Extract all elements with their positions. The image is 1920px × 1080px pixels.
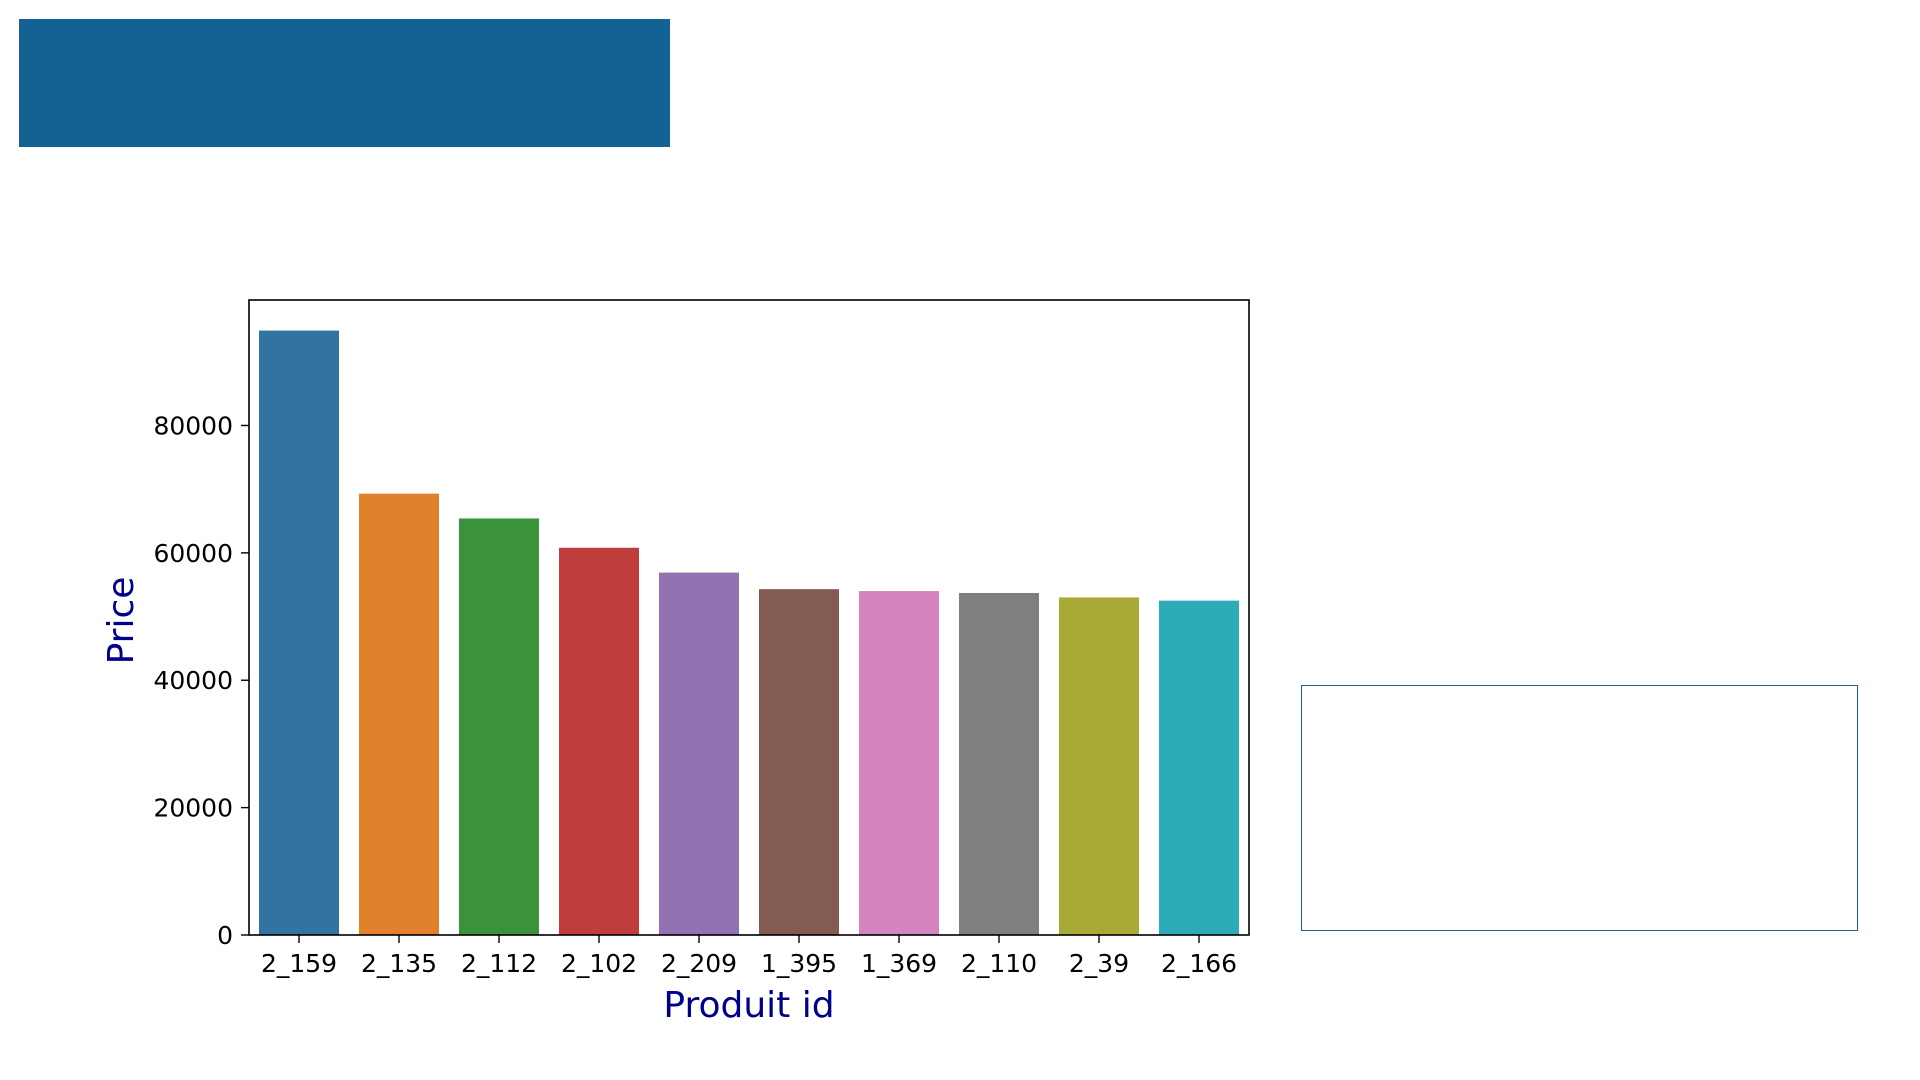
bar-2_159 bbox=[259, 330, 339, 935]
bar-1_369 bbox=[859, 591, 939, 935]
y-axis-label: Price bbox=[101, 577, 142, 665]
x-tick-label: 2_159 bbox=[261, 949, 337, 978]
plot-frame bbox=[248, 299, 1250, 936]
bar-1_395 bbox=[759, 589, 839, 935]
x-tick-label: 2_166 bbox=[1161, 949, 1237, 978]
y-tick-label: 40000 bbox=[153, 666, 233, 695]
x-tick-label: 2_102 bbox=[561, 949, 637, 978]
bar-2_135 bbox=[359, 493, 439, 935]
text-box bbox=[1301, 685, 1858, 931]
y-tick-label: 20000 bbox=[153, 794, 233, 823]
bar-2_110 bbox=[959, 592, 1039, 935]
bar-2_39 bbox=[1059, 597, 1139, 935]
x-tick-label: 2_135 bbox=[361, 949, 437, 978]
x-tick-label: 2_110 bbox=[961, 949, 1037, 978]
bar-2_166 bbox=[1159, 600, 1239, 935]
bar-2_209 bbox=[659, 572, 739, 935]
header-banner bbox=[19, 19, 670, 147]
x-tick-label: 1_369 bbox=[861, 949, 937, 978]
x-axis-label: Produit id bbox=[663, 985, 834, 1026]
x-tick-label: 2_112 bbox=[461, 949, 537, 978]
bar-2_112 bbox=[459, 518, 539, 935]
y-tick-label: 0 bbox=[217, 921, 233, 950]
y-tick-label: 60000 bbox=[153, 539, 233, 568]
x-axis: 2_159 2_135 2_112 2_102 2_209 1_395 1_369 2_110… bbox=[261, 935, 1237, 978]
bars-layer bbox=[259, 330, 1239, 935]
x-tick-label: 2_39 bbox=[1069, 949, 1129, 978]
bar-2_102 bbox=[559, 547, 639, 935]
x-tick-label: 2_209 bbox=[661, 949, 737, 978]
y-axis: 0 20000 40000 60000 80000 bbox=[153, 411, 249, 950]
y-tick-label: 80000 bbox=[153, 411, 233, 440]
x-tick-label: 1_395 bbox=[761, 949, 837, 978]
